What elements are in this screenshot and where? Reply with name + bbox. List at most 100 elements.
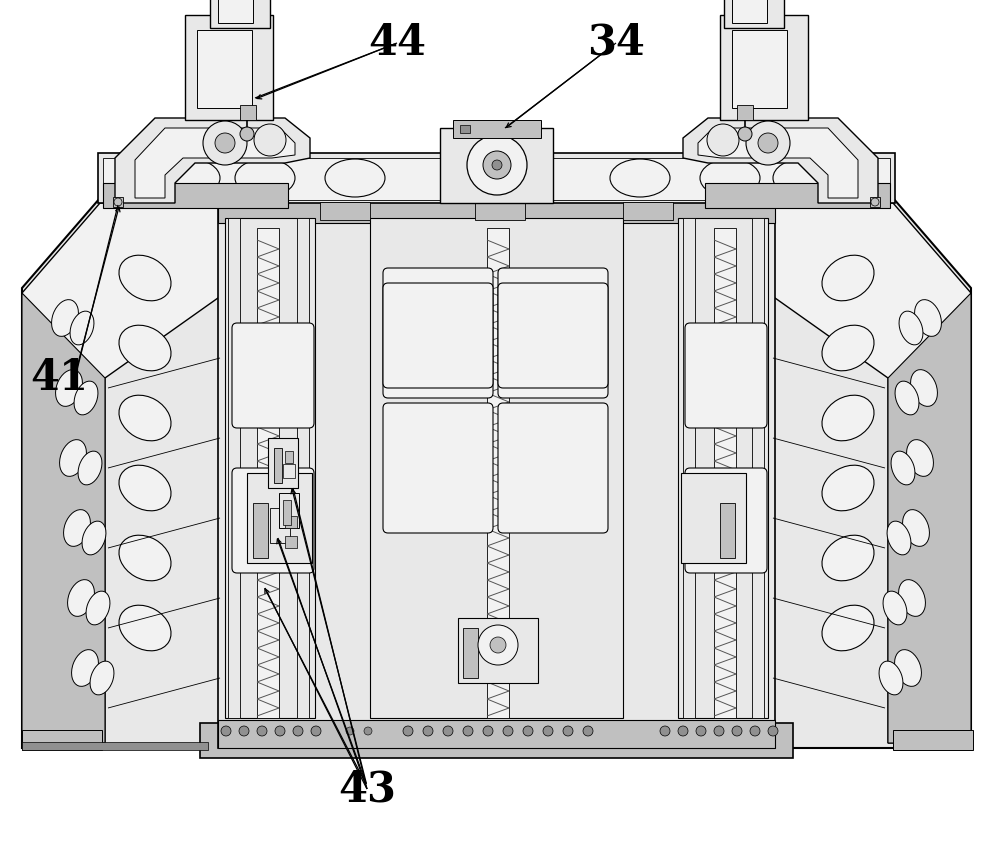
Circle shape	[114, 198, 122, 206]
Ellipse shape	[90, 662, 114, 695]
Bar	[228, 218, 240, 718]
Bar	[297, 218, 309, 718]
Circle shape	[239, 726, 249, 736]
Bar	[705, 183, 890, 208]
Circle shape	[346, 727, 354, 735]
Bar	[285, 516, 297, 528]
Bar	[218, 720, 775, 748]
Bar	[283, 500, 291, 525]
Circle shape	[490, 637, 506, 653]
Ellipse shape	[119, 255, 171, 301]
Ellipse shape	[822, 325, 874, 371]
Polygon shape	[683, 118, 878, 203]
Circle shape	[467, 135, 527, 195]
Bar	[732, 0, 767, 23]
Ellipse shape	[895, 381, 919, 415]
Polygon shape	[888, 293, 971, 743]
Circle shape	[707, 124, 739, 156]
Ellipse shape	[71, 650, 98, 686]
Bar	[720, 503, 735, 558]
Polygon shape	[22, 198, 971, 748]
Bar	[678, 218, 768, 718]
Circle shape	[483, 151, 511, 179]
Bar	[681, 473, 746, 563]
Circle shape	[660, 726, 670, 736]
Circle shape	[563, 726, 573, 736]
Bar	[218, 0, 253, 23]
Bar	[475, 202, 525, 220]
Ellipse shape	[822, 605, 874, 651]
Circle shape	[583, 726, 593, 736]
Circle shape	[293, 726, 303, 736]
Ellipse shape	[86, 591, 110, 625]
Bar	[103, 183, 288, 208]
Ellipse shape	[879, 662, 903, 695]
Ellipse shape	[56, 370, 82, 407]
Bar	[283, 464, 295, 478]
Ellipse shape	[74, 381, 98, 415]
Polygon shape	[135, 128, 295, 198]
Bar	[460, 125, 470, 133]
Circle shape	[523, 726, 533, 736]
FancyBboxPatch shape	[232, 323, 314, 428]
Bar	[320, 202, 370, 220]
Bar	[103, 158, 890, 200]
Ellipse shape	[82, 521, 106, 555]
Circle shape	[492, 160, 502, 170]
Text: 34: 34	[587, 22, 644, 63]
Polygon shape	[698, 128, 858, 198]
Bar	[22, 730, 102, 750]
Bar	[440, 128, 553, 203]
Circle shape	[215, 133, 235, 153]
Text: 41: 41	[31, 357, 88, 398]
Ellipse shape	[903, 510, 929, 547]
Circle shape	[483, 726, 493, 736]
Ellipse shape	[822, 465, 874, 511]
Ellipse shape	[325, 159, 385, 197]
Ellipse shape	[915, 299, 941, 336]
Ellipse shape	[235, 159, 295, 197]
Bar	[458, 618, 538, 683]
Ellipse shape	[887, 521, 911, 555]
Circle shape	[746, 121, 790, 165]
Bar	[225, 218, 315, 718]
Circle shape	[758, 133, 778, 153]
Bar	[752, 218, 764, 718]
Bar	[22, 742, 208, 750]
Circle shape	[311, 726, 321, 736]
Bar	[218, 193, 775, 748]
Text: 43: 43	[339, 769, 396, 810]
Circle shape	[871, 198, 879, 206]
Ellipse shape	[899, 580, 925, 616]
FancyBboxPatch shape	[383, 283, 493, 388]
Ellipse shape	[883, 591, 907, 625]
Bar	[463, 628, 478, 678]
Circle shape	[254, 124, 286, 156]
Circle shape	[478, 625, 518, 665]
Ellipse shape	[119, 465, 171, 511]
Bar	[253, 503, 268, 558]
Ellipse shape	[52, 299, 78, 336]
Ellipse shape	[700, 159, 760, 197]
Circle shape	[423, 726, 433, 736]
Bar	[240, 105, 256, 120]
FancyBboxPatch shape	[498, 283, 608, 388]
Bar	[257, 228, 279, 718]
Bar	[683, 218, 695, 718]
Circle shape	[543, 726, 553, 736]
Ellipse shape	[78, 451, 102, 485]
Ellipse shape	[64, 510, 90, 547]
FancyBboxPatch shape	[685, 323, 767, 428]
Ellipse shape	[119, 396, 171, 441]
Ellipse shape	[470, 159, 530, 197]
Bar	[720, 15, 808, 120]
Bar	[268, 438, 298, 488]
Ellipse shape	[71, 311, 94, 345]
Ellipse shape	[610, 159, 670, 197]
Circle shape	[503, 726, 513, 736]
Bar	[185, 15, 273, 120]
Bar	[197, 30, 252, 108]
Bar	[370, 218, 623, 718]
Ellipse shape	[60, 439, 86, 476]
Circle shape	[463, 726, 473, 736]
